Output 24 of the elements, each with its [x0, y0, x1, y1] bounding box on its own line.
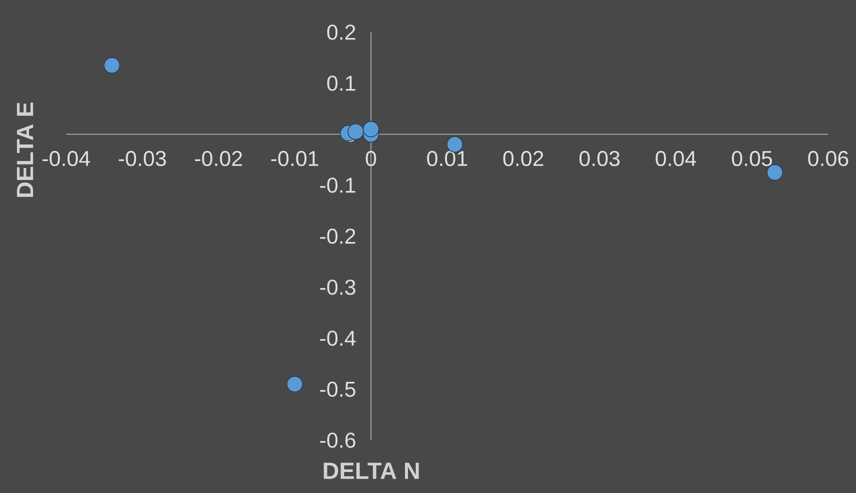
y-tick-label: -0.5 [320, 382, 356, 397]
x-tick-label: 0.06 [808, 150, 848, 166]
y-tick-label: -0.6 [320, 432, 356, 448]
x-axis-title: DELTA N [324, 462, 419, 479]
x-tick-label: -0.02 [195, 150, 242, 166]
x-tick-label: 0.01 [427, 150, 468, 166]
x-tick-label: 0.05 [732, 150, 772, 166]
point [104, 57, 120, 74]
y-tick-label: -0.2 [320, 228, 356, 244]
y-tick-label: -0.1 [320, 178, 356, 193]
point [362, 120, 380, 138]
y-tick-label: -0.4 [320, 330, 356, 346]
x-tick-label: -0.01 [271, 150, 318, 166]
y-tick-label: 0.1 [327, 76, 356, 91]
x-tick-label: 0.02 [503, 150, 544, 166]
y-axis-title: DELTA E [16, 102, 34, 197]
x-tick-label: -0.03 [118, 150, 166, 166]
y-tick-label: -0.3 [320, 280, 356, 295]
x-tick-label: 0.03 [580, 150, 620, 166]
point [348, 123, 364, 140]
y-tick-label: 0.2 [327, 24, 356, 40]
x-tick-label: 0.04 [656, 150, 696, 166]
point [286, 376, 303, 392]
x-tick-label: -0.04 [42, 150, 90, 166]
